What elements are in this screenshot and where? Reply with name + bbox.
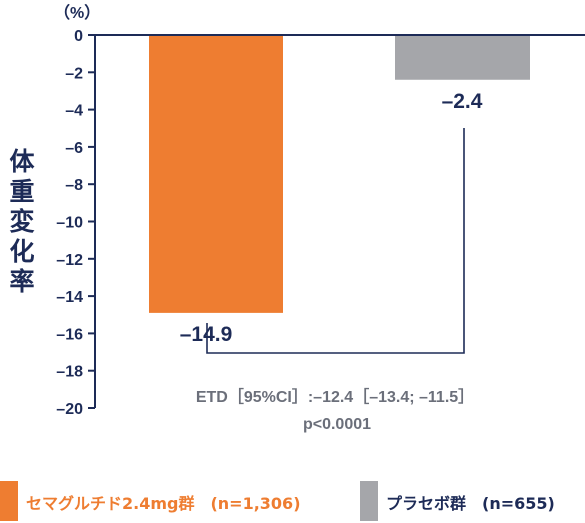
etd-annotation: ETD［95%CI］:–12.4［–13.4; –11.5］ [196,387,474,406]
y-tick-label: –10 [56,215,83,232]
y-axis-label-char: 重 [9,177,34,206]
y-tick-label: 0 [74,28,83,45]
bars [149,36,530,313]
p-value-annotation: p<0.0001 [303,416,371,433]
y-axis-label-char: 率 [9,267,34,296]
y-axis-label-char: 体 [9,147,35,176]
value-label-semaglutide: –14.9 [180,323,233,346]
y-axis-label-char: 変 [9,207,34,236]
y-unit-label: （%） [54,4,100,22]
y-tick-label: –6 [65,140,83,157]
data-labels: –14.9 –2.4 [180,90,483,346]
legend: セマグルチド2.4mg群 (n=1,306) プラセボ群 (n=655) [0,477,585,523]
legend-label-placebo: プラセボ群 (n=655) [386,494,555,513]
legend-swatch-semaglutide [0,481,18,521]
y-tick-label: –20 [56,401,83,418]
bar-placebo [395,36,530,80]
legend-swatch-placebo [360,481,378,521]
y-tick-label: –14 [56,289,83,306]
legend-label-semaglutide: セマグルチド2.4mg群 (n=1,306) [26,494,301,513]
bar-semaglutide [149,36,283,313]
y-tick-label: –12 [56,252,83,269]
y-tick-label: –2 [65,65,83,82]
y-ticks: 0 –2 –4 –6 –8 –10 –12 –14 –16 –18 –20 [56,28,95,418]
y-axis-label-char: 化 [9,237,34,266]
value-label-placebo: –2.4 [442,90,483,113]
y-tick-label: –16 [56,326,83,343]
y-tick-label: –8 [65,177,83,194]
y-tick-label: –4 [65,103,83,120]
y-tick-label: –18 [56,364,83,381]
comparison-bracket [206,128,465,354]
